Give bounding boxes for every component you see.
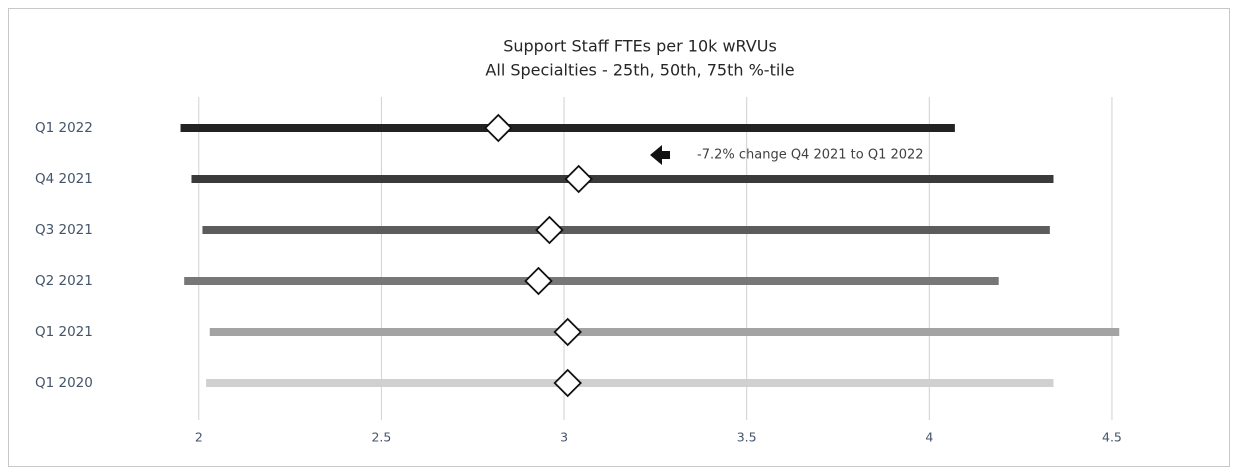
y-tick-label: Q1 2021 [35, 324, 93, 340]
median-marker [553, 368, 582, 398]
chart-title: Support Staff FTEs per 10k wRVUs [503, 37, 777, 56]
x-tick-label: 2.5 [371, 430, 391, 445]
chart-frame [8, 8, 1230, 467]
y-tick-label: Q1 2020 [35, 375, 93, 391]
y-tick-label: Q4 2021 [35, 171, 93, 187]
median-marker [553, 317, 582, 347]
y-tick-label: Q2 2021 [35, 273, 93, 289]
x-tick-label: 3.5 [737, 430, 757, 445]
x-tick-label: 3 [560, 430, 568, 445]
x-tick-label: 2 [195, 430, 203, 445]
chart-subtitle: All Specialties - 25th, 50th, 75th %-til… [485, 61, 794, 80]
x-tick-label: 4.5 [1102, 430, 1122, 445]
median-marker [535, 215, 564, 245]
median-marker [564, 164, 593, 194]
median-marker [524, 266, 553, 296]
x-tick-label: 4 [925, 430, 933, 445]
annotation-arrow [650, 145, 670, 165]
y-tick-label: Q1 2022 [35, 120, 93, 136]
median-marker [484, 113, 513, 143]
annotation: -7.2% change Q4 2021 to Q1 2022 [697, 148, 924, 163]
y-tick-label: Q3 2021 [35, 222, 93, 238]
